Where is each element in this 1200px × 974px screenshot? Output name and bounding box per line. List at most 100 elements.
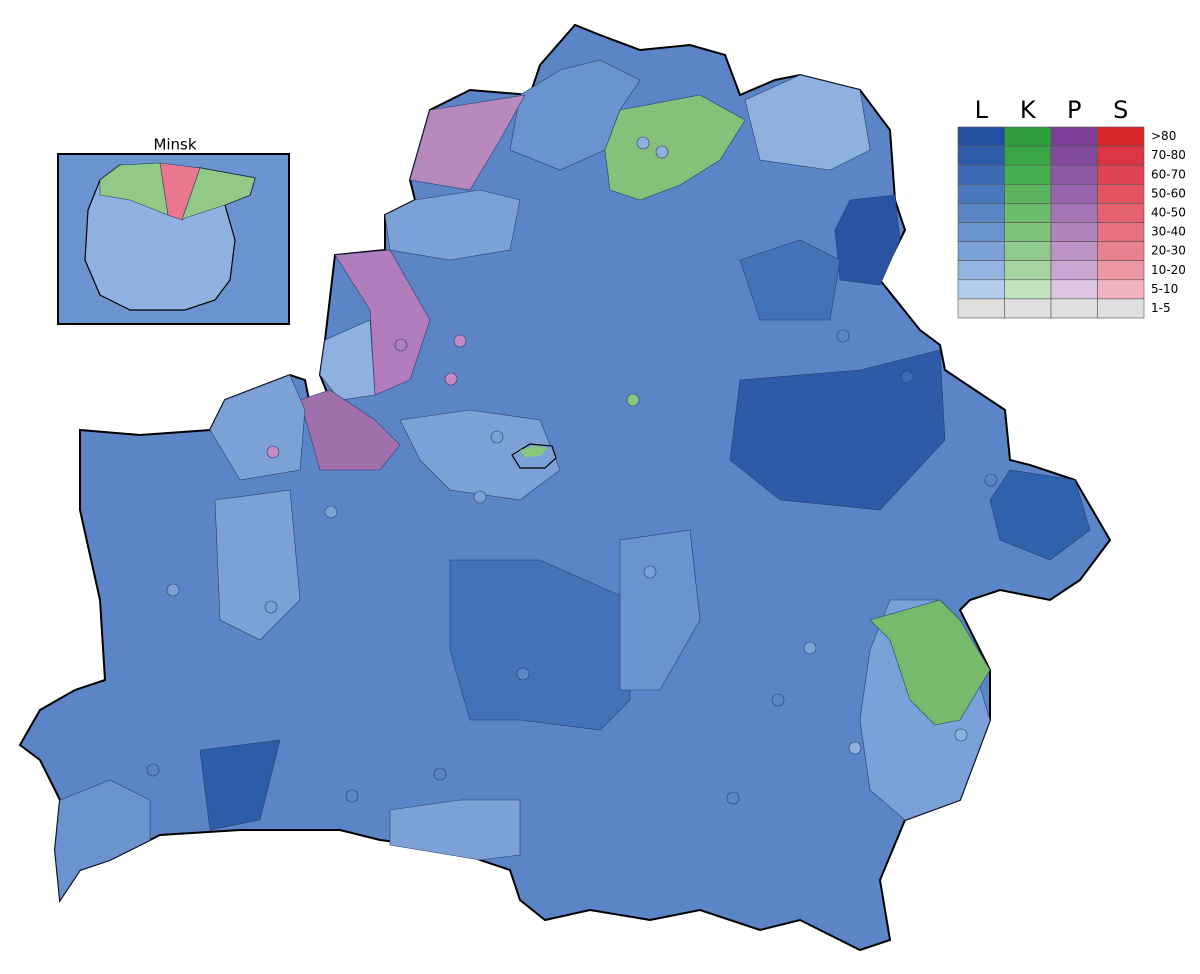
legend-swatch — [1004, 260, 1052, 281]
legend-swatch — [957, 164, 1005, 185]
region — [299, 389, 401, 471]
city-dot — [146, 763, 160, 777]
legend-swatch — [1097, 184, 1145, 204]
legend-swatch — [1050, 222, 1098, 242]
country — [18, 23, 1112, 952]
region — [209, 374, 306, 481]
legend-row-label: 5-10 — [1151, 282, 1178, 296]
city-dot — [636, 136, 650, 150]
legend-swatch — [957, 260, 1005, 281]
region — [834, 194, 901, 286]
city-dot — [954, 728, 968, 742]
city-dot — [984, 473, 998, 487]
legend-swatch — [957, 203, 1005, 223]
legend-swatch — [1004, 184, 1052, 204]
legend-swatch — [1050, 164, 1098, 185]
legend-swatch — [1097, 260, 1145, 281]
legend-swatch — [1097, 203, 1145, 223]
region — [199, 739, 281, 831]
region — [334, 249, 431, 396]
city-dot — [900, 370, 914, 384]
legend-swatch — [1050, 298, 1098, 319]
legend-swatch — [1097, 126, 1145, 147]
region — [384, 189, 521, 261]
legend-swatch — [1050, 260, 1098, 281]
inset-title: Minsk — [153, 136, 196, 154]
city-dot — [836, 329, 850, 343]
legend-swatch — [1050, 203, 1098, 223]
region — [214, 489, 301, 641]
legend-swatch — [957, 184, 1005, 204]
region — [409, 94, 526, 191]
legend-swatch — [1097, 279, 1145, 300]
city-dot — [726, 791, 740, 805]
legend-row-label: 1-5 — [1151, 301, 1171, 315]
region — [739, 239, 841, 321]
legend-row-label: 30-40 — [1151, 225, 1186, 239]
region — [729, 349, 946, 511]
legend-column-header: L — [975, 96, 989, 124]
legend-swatch — [1050, 184, 1098, 204]
legend-swatch — [1004, 241, 1052, 262]
city-dot — [444, 372, 458, 386]
region — [604, 94, 746, 201]
city-dot — [473, 490, 487, 504]
legend-swatch — [957, 298, 1005, 319]
legend-column-header: K — [1020, 96, 1037, 124]
region — [449, 559, 631, 731]
legend-column-header: S — [1113, 96, 1128, 124]
legend-row-label: 70-80 — [1151, 148, 1186, 162]
city-dot — [264, 600, 278, 614]
legend-swatch — [1004, 145, 1052, 166]
region — [869, 599, 991, 726]
region — [54, 779, 151, 901]
legend: L K P S >80 70-80 60-70 50-60 40-50 30-40 20-30 10-… — [957, 96, 1186, 319]
legend-swatch — [1097, 222, 1145, 242]
legend-swatch — [1097, 241, 1145, 262]
legend-row-label: 40-50 — [1151, 205, 1186, 219]
legend-swatch — [1004, 126, 1052, 147]
legend-swatch — [1050, 126, 1098, 147]
inset-district — [181, 167, 256, 221]
city-dot — [803, 641, 817, 655]
legend-swatch — [1097, 298, 1145, 319]
legend-swatch — [957, 222, 1005, 242]
minsk-district — [520, 446, 548, 457]
legend-swatch — [957, 126, 1005, 147]
legend-swatch — [1050, 279, 1098, 300]
legend-swatch — [957, 279, 1005, 300]
legend-row-label: 20-30 — [1151, 244, 1186, 258]
city-dot — [324, 505, 338, 519]
region — [389, 799, 521, 861]
legend-swatch — [1050, 241, 1098, 262]
legend-swatch — [1004, 203, 1052, 223]
legend-swatch — [1050, 145, 1098, 166]
legend-swatch — [1097, 145, 1145, 166]
legend-swatch — [1004, 164, 1052, 185]
region — [619, 529, 701, 691]
legend-row-label: >80 — [1151, 129, 1176, 143]
region — [989, 469, 1091, 561]
city-dot — [433, 767, 447, 781]
legend-swatch — [1004, 222, 1052, 242]
city-dot — [643, 565, 657, 579]
legend-row-label: 10-20 — [1151, 263, 1186, 277]
legend-row-label: 50-60 — [1151, 186, 1186, 200]
city-dot — [394, 338, 408, 352]
city-dot — [166, 583, 180, 597]
legend-column-header: P — [1067, 96, 1081, 124]
region — [399, 409, 561, 501]
city-dot — [655, 145, 669, 159]
legend-swatch — [1097, 164, 1145, 185]
region — [319, 319, 376, 401]
legend-row-label: 60-70 — [1151, 167, 1186, 181]
city-dot — [771, 693, 785, 707]
minsk-inset: Minsk — [57, 136, 290, 325]
city-dot — [516, 667, 530, 681]
legend-swatch — [957, 241, 1005, 262]
city-dot — [848, 741, 862, 755]
legend-swatch — [957, 145, 1005, 166]
city-dot — [266, 445, 280, 459]
legend-swatch — [1004, 279, 1052, 300]
